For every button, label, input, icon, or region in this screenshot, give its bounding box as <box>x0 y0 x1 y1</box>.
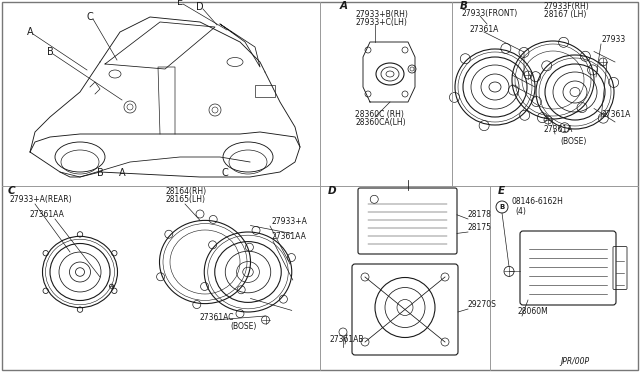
Text: B: B <box>47 47 53 57</box>
Text: 27933+A: 27933+A <box>272 217 308 226</box>
Text: 29270S: 29270S <box>468 300 497 309</box>
Text: 08146-6162H: 08146-6162H <box>511 197 563 206</box>
Text: 27361AC: 27361AC <box>200 313 234 322</box>
Text: 27933: 27933 <box>601 35 625 44</box>
Text: E: E <box>498 186 505 196</box>
Text: C: C <box>8 186 15 196</box>
Text: 28178: 28178 <box>468 210 492 219</box>
Text: 28165(LH): 28165(LH) <box>165 195 205 204</box>
Text: 27361A: 27361A <box>470 25 499 34</box>
Text: 28164(RH): 28164(RH) <box>165 187 206 196</box>
Text: (4): (4) <box>515 207 526 216</box>
Text: 28360C (RH): 28360C (RH) <box>355 110 404 119</box>
Text: E: E <box>177 0 183 7</box>
Bar <box>255 85 275 97</box>
Text: JPR/00P: JPR/00P <box>560 357 589 366</box>
Text: A: A <box>118 168 125 178</box>
Text: C: C <box>86 12 93 22</box>
Text: (BOSE): (BOSE) <box>560 137 586 146</box>
Text: 27933+B(RH): 27933+B(RH) <box>355 10 408 19</box>
Text: 28060M: 28060M <box>517 307 548 316</box>
Text: 27361AA: 27361AA <box>272 232 307 241</box>
Text: A: A <box>27 27 33 37</box>
Text: (BOSE): (BOSE) <box>230 322 257 331</box>
Text: 28360CA(LH): 28360CA(LH) <box>355 118 406 127</box>
Text: B: B <box>460 1 468 11</box>
Text: 27933+C(LH): 27933+C(LH) <box>355 18 407 27</box>
Text: B: B <box>97 168 104 178</box>
Text: D: D <box>196 2 204 12</box>
Text: 27361AB: 27361AB <box>330 335 365 344</box>
Text: 28167 (LH): 28167 (LH) <box>544 10 586 19</box>
Text: 27361AA: 27361AA <box>30 210 65 219</box>
Text: 27361A: 27361A <box>544 125 573 134</box>
Text: 27933+A(REAR): 27933+A(REAR) <box>10 195 72 204</box>
Text: D: D <box>328 186 337 196</box>
Text: 27933F(RH): 27933F(RH) <box>544 2 589 11</box>
Text: 27933(FRONT): 27933(FRONT) <box>462 9 518 18</box>
Text: 28175: 28175 <box>468 223 492 232</box>
Text: B: B <box>499 204 504 210</box>
Text: 27361A: 27361A <box>601 110 630 119</box>
Text: C: C <box>221 168 228 178</box>
Text: A: A <box>340 1 348 11</box>
